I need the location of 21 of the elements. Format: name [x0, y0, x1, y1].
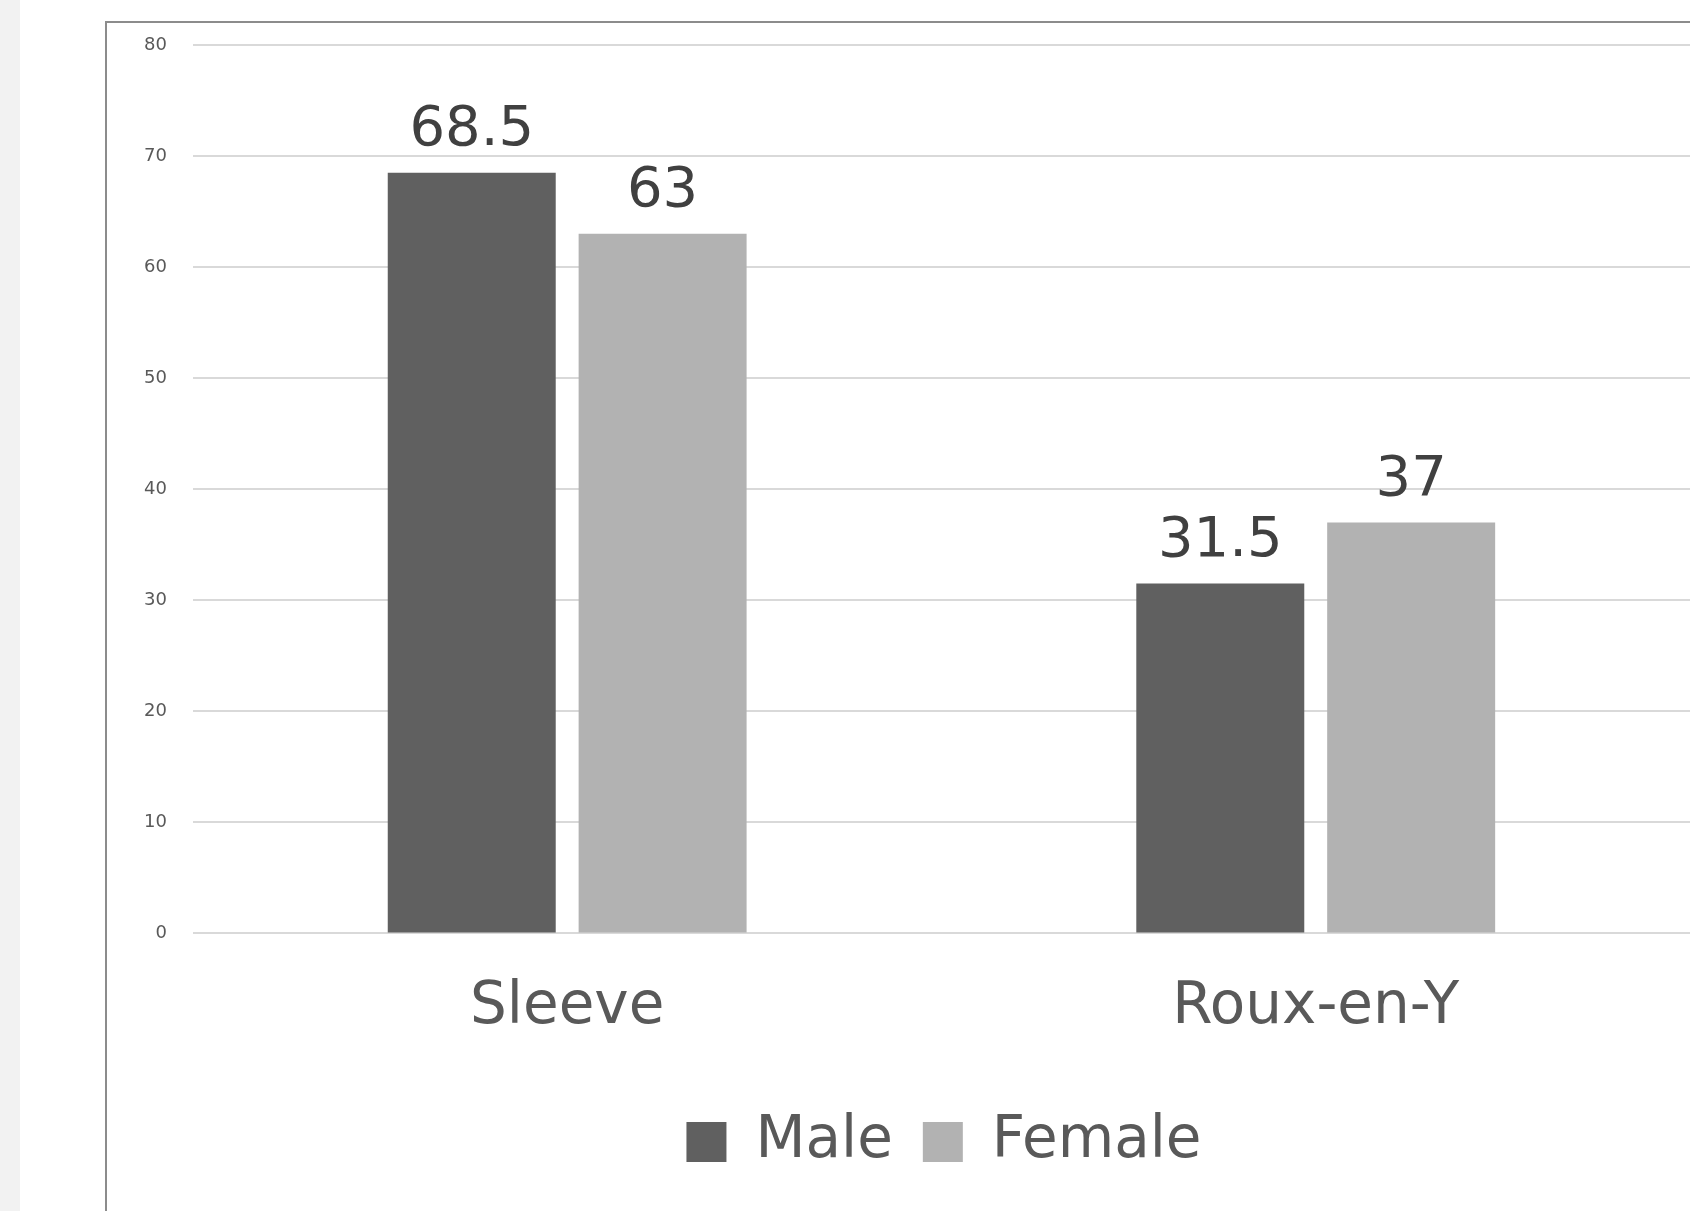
y-tick-label: 80 [144, 32, 167, 54]
bar [1136, 583, 1305, 933]
bar [387, 172, 556, 933]
y-tick-label: 10 [144, 810, 167, 832]
y-tick-label: 50 [144, 365, 167, 387]
bar [578, 233, 747, 933]
y-tick-label: 60 [144, 254, 167, 276]
data-label: 31.5 [1157, 504, 1283, 570]
y-tick-label: 20 [144, 698, 167, 720]
legend-label: Male [755, 1103, 893, 1172]
x-tick-label: Roux-en-Y [1172, 969, 1460, 1038]
y-tick-label: 70 [144, 143, 167, 165]
data-label: 63 [626, 154, 699, 220]
y-tick-label: 0 [155, 921, 167, 943]
data-label: 68.5 [409, 93, 535, 159]
y-tick-label: 30 [144, 587, 167, 609]
x-tick-label: Sleeve [470, 969, 665, 1038]
legend-label: Female [991, 1103, 1202, 1172]
bar [1327, 522, 1496, 933]
y-tick-label: 40 [144, 476, 167, 498]
data-label: 37 [1375, 443, 1447, 509]
